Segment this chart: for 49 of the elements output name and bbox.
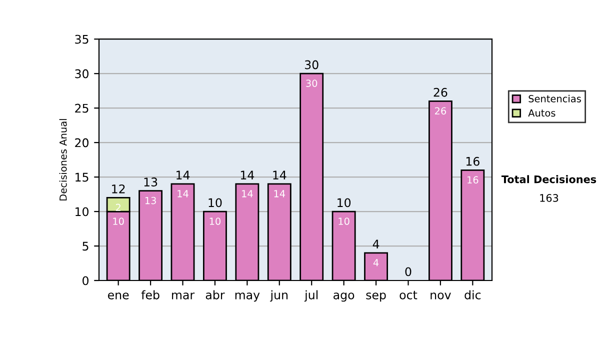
y-tick-label: 0 xyxy=(82,276,88,286)
x-tick-label: may xyxy=(235,292,260,302)
data-label: 13 xyxy=(145,196,156,204)
y-tick-label: 35 xyxy=(75,34,88,44)
legend-label: Autos xyxy=(528,109,556,117)
x-tick-label: dic xyxy=(464,290,481,300)
data-label: 10 xyxy=(113,218,124,225)
x-tick-label: ene xyxy=(108,292,129,300)
legend-label: Sentencias xyxy=(528,94,581,102)
total-label: 30 xyxy=(304,60,318,70)
x-tick-label: oct xyxy=(400,290,418,300)
x-tick-label: feb xyxy=(141,290,160,300)
data-label: 10 xyxy=(338,218,350,225)
data-label: 14 xyxy=(242,190,253,198)
y-axis-title: Decisiones Anual xyxy=(59,119,67,200)
y-tick-label: 5 xyxy=(82,242,88,251)
x-tick-label: jun xyxy=(270,290,288,302)
data-label: 16 xyxy=(468,176,478,184)
total-label: 16 xyxy=(466,156,480,166)
text: 163 xyxy=(540,194,558,202)
total-label: 12 xyxy=(112,184,125,194)
data-label: 10 xyxy=(210,218,221,225)
total-label: 10 xyxy=(208,198,222,208)
x-tick-label: jul xyxy=(304,290,318,302)
data-label: 14 xyxy=(178,190,188,198)
x-tick-label: ago xyxy=(334,292,354,302)
data-label: 14 xyxy=(274,190,286,198)
total-label: 14 xyxy=(240,170,254,180)
y-tick-label: 25 xyxy=(75,104,88,113)
x-tick-label: nov xyxy=(430,292,451,300)
data-label: 2 xyxy=(116,204,120,211)
text: Total Decisiones xyxy=(501,175,596,184)
data-label: 30 xyxy=(306,80,318,87)
total-label: 4 xyxy=(372,240,380,248)
data-label: 26 xyxy=(434,107,446,115)
total-label: 10 xyxy=(338,198,351,208)
total-label: 26 xyxy=(434,88,448,97)
total-label: 14 xyxy=(176,170,190,180)
x-tick-label: sep xyxy=(366,292,386,302)
x-tick-label: mar xyxy=(172,292,195,300)
data-label: 4 xyxy=(373,259,379,266)
y-tick-label: 20 xyxy=(75,138,88,148)
y-tick-label: 10 xyxy=(76,207,88,216)
x-tick-label: abr xyxy=(206,290,225,300)
total-label: 13 xyxy=(144,178,158,186)
total-label: 14 xyxy=(273,170,286,180)
y-tick-label: 30 xyxy=(75,69,88,78)
total-label: 0 xyxy=(405,267,412,276)
y-tick-label: 15 xyxy=(76,172,88,182)
